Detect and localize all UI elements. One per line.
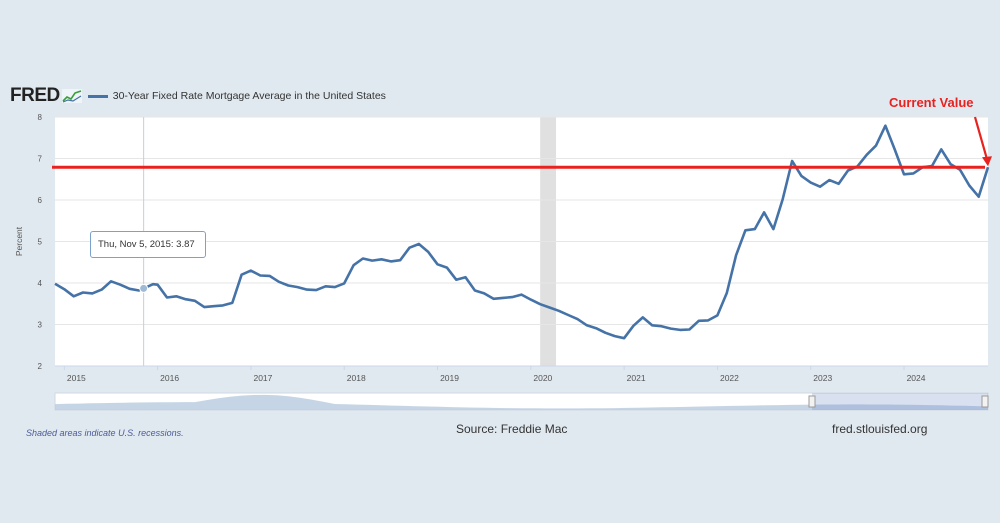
series-line	[54, 124, 990, 340]
x-tick-label: 2015	[67, 373, 86, 383]
navigator-handle[interactable]	[808, 395, 816, 408]
fred-logo: FRED	[10, 85, 60, 106]
legend-swatch	[87, 94, 108, 98]
tooltip-value: 3.87	[176, 239, 195, 250]
x-tick-label: 2018	[347, 373, 366, 383]
y-tick-label: 7	[38, 155, 43, 164]
current-value-arrowhead	[982, 156, 992, 167]
y-tick-label: 6	[38, 196, 43, 205]
x-tick-label: 2016	[160, 373, 179, 383]
hover-marker	[139, 283, 149, 293]
chart-header: FRED 30-Year Fixed Rate Mortgage Average…	[10, 84, 386, 108]
navigator-selection	[812, 393, 988, 410]
y-tick-label: 4	[38, 279, 43, 288]
site-link[interactable]: fred.stlouisfed.org	[832, 422, 928, 436]
x-tick-label: 2024	[907, 373, 926, 383]
graph-logo-icon	[61, 89, 82, 103]
hover-tooltip: Thu, Nov 5, 2015: 3.87	[90, 231, 206, 258]
current-value-arrow	[973, 116, 989, 160]
y-tick-label: 2	[38, 362, 43, 371]
chart-title: 30-Year Fixed Rate Mortgage Average in t…	[112, 90, 386, 102]
recession-note: Shaded areas indicate U.S. recessions.	[26, 428, 184, 438]
tooltip-date: Thu, Nov 5, 2015:	[98, 239, 174, 250]
x-tick-label: 2019	[440, 373, 459, 383]
y-axis-label: Percent	[14, 226, 24, 256]
x-tick-label: 2020	[533, 373, 552, 383]
x-tick-label: 2017	[253, 373, 272, 383]
y-tick-label: 8	[38, 113, 43, 122]
navigator-handle[interactable]	[981, 395, 989, 408]
x-tick-label: 2023	[813, 373, 832, 383]
navigator-area	[55, 394, 988, 410]
y-tick-label: 3	[38, 321, 43, 330]
current-value-label: Current Value	[889, 95, 974, 110]
y-tick-label: 5	[38, 238, 43, 247]
x-tick-label: 2021	[627, 373, 646, 383]
source-text: Source: Freddie Mac	[456, 422, 568, 436]
x-tick-label: 2022	[720, 373, 739, 383]
